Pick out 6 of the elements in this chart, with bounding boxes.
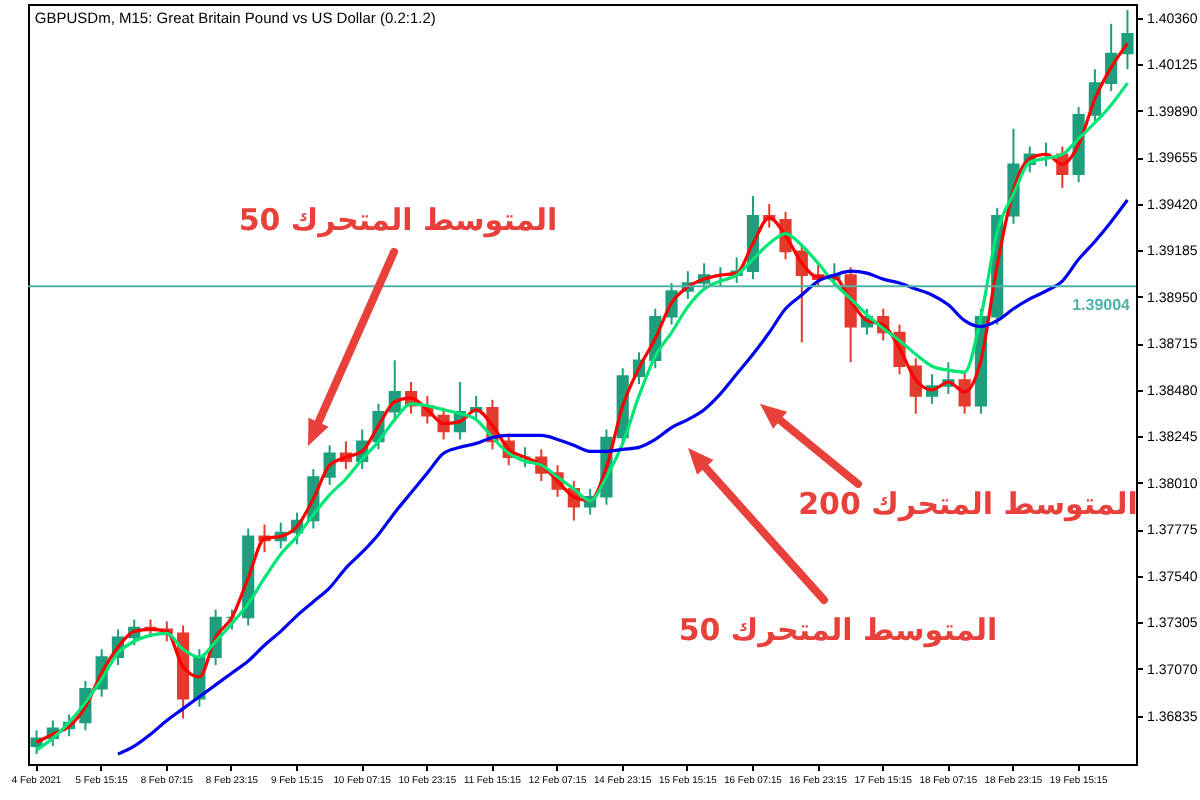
candlestick <box>518 446 532 469</box>
candlestick <box>1121 8 1134 71</box>
annotation: المتوسط المتحرك 200 <box>798 486 1138 522</box>
annotation: المتوسط المتحرك 50 <box>678 612 998 648</box>
annotation: المتوسط المتحرك 50 <box>238 202 558 238</box>
ref-line-label: 1.39004 <box>1072 296 1132 315</box>
